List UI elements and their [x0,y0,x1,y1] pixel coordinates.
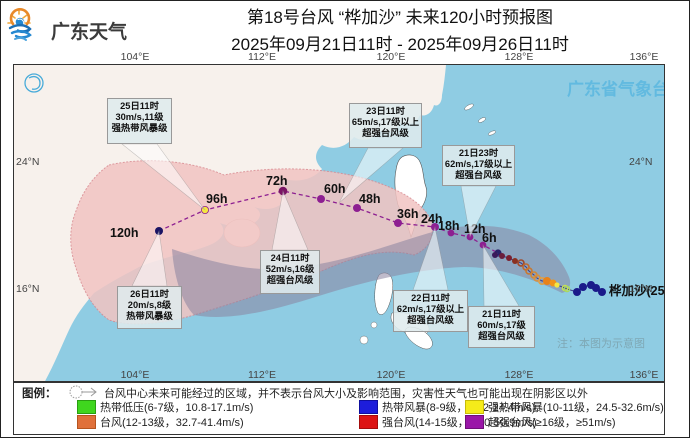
svg-text:16°N: 16°N [16,283,39,295]
svg-text:104°E: 104°E [121,51,150,63]
svg-text:104°E: 104°E [121,369,150,381]
svg-text:60h: 60h [324,182,346,196]
svg-text:24°N: 24°N [629,156,652,168]
svg-text:120°E: 120°E [377,51,406,63]
svg-text:24°N: 24°N [16,156,39,168]
svg-text:120°E: 120°E [377,369,406,381]
svg-text:128°E: 128°E [505,369,534,381]
svg-text:112°E: 112°E [248,369,276,381]
svg-text:注：本图为示意图: 注：本图为示意图 [557,336,645,350]
svg-text:6h: 6h [482,231,497,245]
svg-text:72h: 72h [266,174,288,188]
svg-text:16°N: 16°N [629,283,652,295]
svg-text:136°E: 136°E [630,51,659,63]
svg-text:120h: 120h [110,226,139,240]
svg-text:128°E: 128°E [505,51,534,63]
svg-text:112°E: 112°E [248,51,276,63]
svg-text:广东省气象台: 广东省气象台 [567,79,665,99]
svg-text:136°E: 136°E [630,369,659,381]
svg-text:18h: 18h [438,219,460,233]
svg-text:36h: 36h [397,207,419,221]
svg-text:48h: 48h [359,192,381,206]
svg-text:96h: 96h [206,192,228,206]
